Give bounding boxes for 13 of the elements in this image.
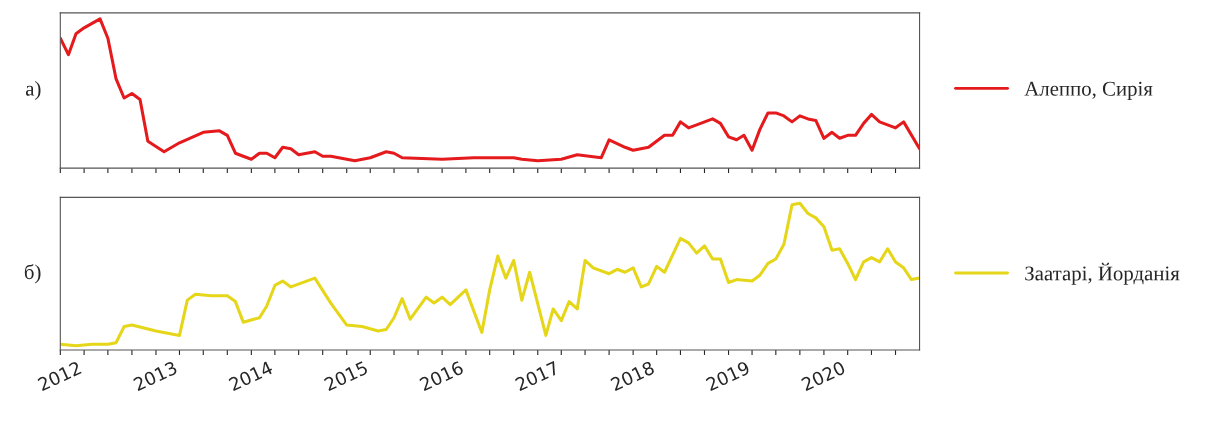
x-tick-label: 2020 — [800, 360, 846, 392]
legend-label: Заатарі, Йорданія — [1025, 262, 1180, 285]
x-tick-label: 2016 — [418, 360, 465, 392]
legend-label: Алеппо, Сирія — [1024, 81, 1153, 101]
x-tick-label: 2018 — [609, 360, 656, 392]
text: а) — [25, 81, 41, 100]
x-tick-label: 2012 — [37, 360, 82, 392]
x-tick-label: 2015 — [323, 360, 369, 392]
x-tick-label: 2017 — [514, 360, 560, 392]
x-tick-label: 2013 — [132, 360, 178, 392]
text: б) — [24, 264, 41, 284]
x-tick-label: 2019 — [705, 360, 751, 392]
x-tick-label: 2014 — [228, 360, 274, 392]
